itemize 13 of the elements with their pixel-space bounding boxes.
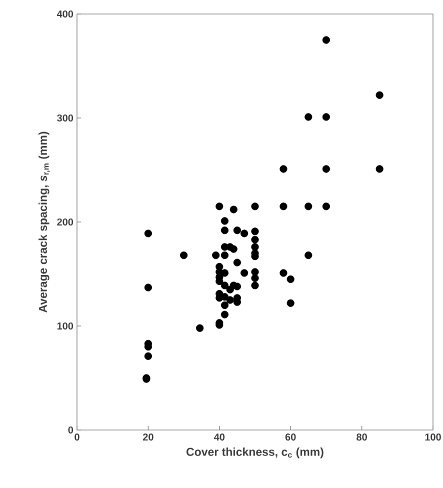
y-tick-label: 200 [57,218,74,226]
x-axis-title: Cover thickness, c$_{c}$ (mm) [186,447,324,458]
y-tick-label: 300 [57,114,74,122]
x-tick-label: 0 [74,434,80,441]
x-tick-label: 40 [214,434,225,441]
x-tick-label: 80 [356,434,367,441]
y-tick-label: 0 [68,426,74,434]
y-tick-label: 100 [57,322,74,330]
x-tick-label: 60 [285,434,296,441]
x-tick-label: 100 [425,434,441,441]
y-tick-label: 400 [56,10,74,18]
y-axis-title: Average crack spacing, s$_{r,m}$ (mm) [38,132,50,312]
x-tick-label: 20 [142,434,154,441]
